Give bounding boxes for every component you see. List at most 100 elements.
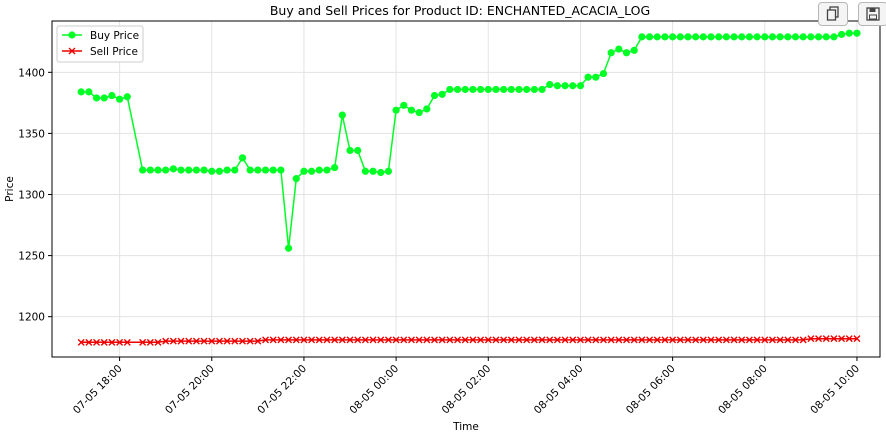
data-point <box>154 338 162 346</box>
data-point <box>377 168 385 177</box>
data-point <box>407 106 416 114</box>
copy-button[interactable] <box>818 2 848 26</box>
data-point <box>308 336 316 344</box>
data-point <box>730 33 738 41</box>
legend-marker <box>68 47 76 55</box>
data-point <box>177 337 185 345</box>
data-point <box>77 338 85 346</box>
data-point <box>630 46 638 54</box>
data-point <box>515 336 523 344</box>
data-point <box>116 338 124 346</box>
data-point <box>123 93 131 101</box>
data-point <box>569 82 577 90</box>
data-point <box>77 88 85 96</box>
data-point <box>484 336 492 344</box>
data-point <box>162 166 170 174</box>
data-point <box>838 335 846 343</box>
data-point <box>254 166 262 174</box>
data-point <box>715 33 723 41</box>
data-point <box>92 94 101 102</box>
data-point <box>85 88 93 96</box>
data-point <box>415 109 423 117</box>
data-point <box>576 336 584 344</box>
data-point <box>400 101 408 109</box>
y-axis-label: Price <box>4 176 16 202</box>
data-point <box>707 33 715 41</box>
data-point <box>507 85 515 94</box>
data-point <box>300 336 308 344</box>
data-point <box>238 337 246 345</box>
data-point <box>315 166 323 174</box>
data-point <box>607 49 615 57</box>
data-point <box>454 336 462 344</box>
data-point <box>469 336 477 344</box>
x-tick-label: 07-05 22:00 <box>255 363 309 417</box>
data-point <box>646 336 654 344</box>
data-point <box>515 85 523 94</box>
data-point <box>308 167 316 175</box>
data-point <box>438 336 446 344</box>
series-buy-price <box>77 29 861 252</box>
data-point <box>638 336 646 344</box>
data-point <box>784 336 792 344</box>
data-point <box>523 336 531 344</box>
data-point <box>331 336 339 344</box>
data-point <box>523 85 531 94</box>
data-point <box>530 336 538 344</box>
data-point <box>830 335 838 343</box>
data-point <box>292 336 300 344</box>
data-point <box>484 85 492 94</box>
data-point <box>584 73 592 81</box>
data-point <box>792 336 800 344</box>
data-point <box>546 80 554 89</box>
x-tick-label: 08-05 06:00 <box>624 363 678 417</box>
data-point <box>745 33 754 41</box>
data-point <box>684 33 692 41</box>
data-point <box>246 337 254 345</box>
data-point <box>215 167 224 175</box>
data-point <box>815 335 823 343</box>
y-tick-label: 1400 <box>18 67 45 79</box>
data-point <box>338 336 346 344</box>
data-point <box>776 33 784 41</box>
data-point <box>108 91 116 100</box>
save-button[interactable] <box>858 2 886 26</box>
data-point <box>745 336 753 344</box>
data-point <box>592 336 600 344</box>
data-point <box>853 335 861 343</box>
data-point <box>799 336 807 344</box>
data-point <box>461 336 469 344</box>
data-point <box>630 336 638 344</box>
data-point <box>169 165 177 173</box>
data-point <box>761 33 769 41</box>
y-tick-label: 1250 <box>18 251 45 263</box>
data-point <box>407 336 415 344</box>
data-point <box>269 166 277 174</box>
x-tick-label: 08-05 02:00 <box>440 363 494 417</box>
data-point <box>822 33 830 41</box>
data-point <box>592 73 600 81</box>
data-point <box>93 338 101 346</box>
data-point <box>215 337 223 345</box>
data-point <box>361 167 369 175</box>
x-tick-label: 07-05 18:00 <box>71 363 125 417</box>
data-point <box>500 336 508 344</box>
data-point <box>192 337 200 345</box>
x-tick-label: 08-05 04:00 <box>532 363 586 417</box>
data-point <box>653 336 661 344</box>
plot-frame <box>51 20 881 358</box>
data-point <box>623 336 631 344</box>
data-point <box>438 90 446 98</box>
data-point <box>669 336 677 344</box>
data-point <box>423 336 431 344</box>
data-point <box>477 336 485 344</box>
x-tick-label: 07-05 20:00 <box>163 363 217 417</box>
data-point <box>538 85 546 94</box>
data-point <box>346 336 354 344</box>
series-sell-price <box>77 335 861 346</box>
data-point <box>461 85 469 94</box>
data-point <box>500 85 508 94</box>
data-point <box>653 33 661 41</box>
data-point <box>738 336 746 344</box>
